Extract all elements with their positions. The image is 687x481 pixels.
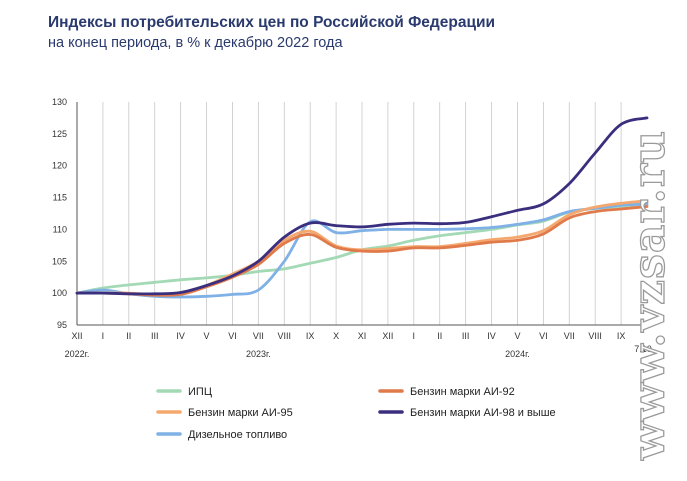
x-tick-label: XI — [358, 331, 367, 341]
x-tick-label: XII — [382, 331, 393, 341]
grid-lines — [76, 102, 622, 325]
x-tick-label: XII — [71, 331, 82, 341]
series-line — [75, 116, 649, 296]
x-tick-label: IV — [176, 331, 185, 341]
x-tick-label: I — [102, 331, 105, 341]
y-tick-labels: 95 100 105 110 115 120 125 130 — [52, 97, 67, 330]
y-tick-label: 110 — [53, 224, 67, 234]
x-tick-label: X — [333, 331, 339, 341]
legend-label: Бензин марки АИ-98 и выше — [410, 407, 556, 419]
x-tick-label: I — [413, 331, 416, 341]
x-tick-label: V — [204, 331, 210, 341]
x-tick-label: V — [514, 331, 520, 341]
legend-label: ИПЦ — [188, 386, 212, 398]
x-tick-label: VI — [228, 331, 237, 341]
x-tick-label: IX — [617, 331, 626, 341]
x-tick-label: VII — [253, 331, 264, 341]
year-label: 2023г. — [246, 349, 271, 359]
y-tick-label: 95 — [57, 320, 67, 330]
x-tick-label: VII — [564, 331, 575, 341]
x-tick-label: II — [437, 331, 442, 341]
y-tick-label: 100 — [52, 288, 67, 298]
x-tick-label: IV — [487, 331, 496, 341]
legend: ИПЦ Бензин марки АИ-92 Бензин марки АИ-95 Б… — [156, 386, 556, 441]
y-tick-label: 120 — [52, 161, 67, 171]
x-tick-label: VIII — [278, 331, 292, 341]
end-date-label: 7.10 — [634, 344, 652, 354]
series-line — [75, 202, 649, 299]
legend-label: Бензин марки АИ-92 — [410, 386, 515, 398]
x-tick-label: III — [151, 331, 159, 341]
x-tick-label: VI — [539, 331, 548, 341]
y-tick-label: 130 — [52, 97, 67, 107]
x-tick-label: IX — [306, 331, 315, 341]
y-tick-label: 115 — [53, 193, 67, 203]
series-line — [75, 205, 649, 297]
year-label: 2022г. — [65, 349, 90, 359]
watermark-text: www.vzsar.ru — [624, 130, 675, 461]
legend-label: Дизельное топливо — [188, 429, 287, 441]
year-labels: 2022г. 2023г. 2024г. 7.10 — [65, 344, 652, 359]
chart-title: Индексы потребительских цен по Российско… — [48, 14, 496, 31]
y-tick-label: 105 — [52, 256, 67, 266]
x-tick-labels: XII I II III IV V VI VII VIII IX X XI XII I II III IV V VI… — [71, 331, 625, 341]
legend-label: Бензин марки АИ-95 — [188, 407, 293, 419]
x-tick-label: II — [126, 331, 131, 341]
x-tick-label: VIII — [588, 331, 602, 341]
year-label: 2024г. — [505, 349, 530, 359]
y-tick-label: 125 — [52, 129, 67, 139]
watermark: www.vzsar.ru — [623, 129, 675, 461]
chart-subtitle: на конец периода, в % к декабрю 2022 год… — [48, 35, 343, 51]
x-tick-label: III — [462, 331, 470, 341]
series-lines — [75, 116, 649, 299]
axes — [76, 102, 647, 326]
